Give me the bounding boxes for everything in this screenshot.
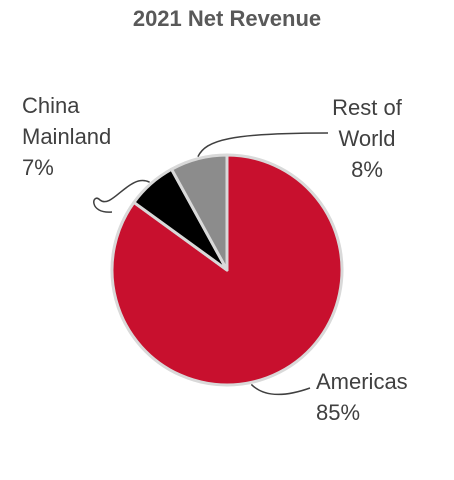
leader-line-americas: [250, 383, 311, 396]
leader-line-china-mainland: [93, 179, 150, 213]
slice-label-china-mainland: China Mainland 7%: [22, 90, 111, 183]
slice-label-rest-of-world: Rest of World 8%: [327, 92, 407, 185]
chart-title: 2021 Net Revenue: [132, 6, 322, 31]
slice-label-name: World: [338, 126, 396, 151]
slice-label-value: 85%: [316, 400, 361, 425]
slice-label-name: Americas: [316, 369, 408, 394]
slice-label-name: Mainland: [22, 124, 112, 149]
slice-label-name: China: [22, 93, 80, 118]
slice-label-americas: Americas 85%: [316, 366, 408, 428]
pie-slice-rest-of-world: [170, 153, 229, 272]
slice-label-value: 7%: [22, 155, 54, 180]
slice-label-name: Rest of: [332, 95, 402, 120]
leader-line-rest-of-world: [197, 132, 329, 158]
slice-label-value: 8%: [351, 157, 383, 182]
pie-slice-americas: [110, 153, 344, 387]
